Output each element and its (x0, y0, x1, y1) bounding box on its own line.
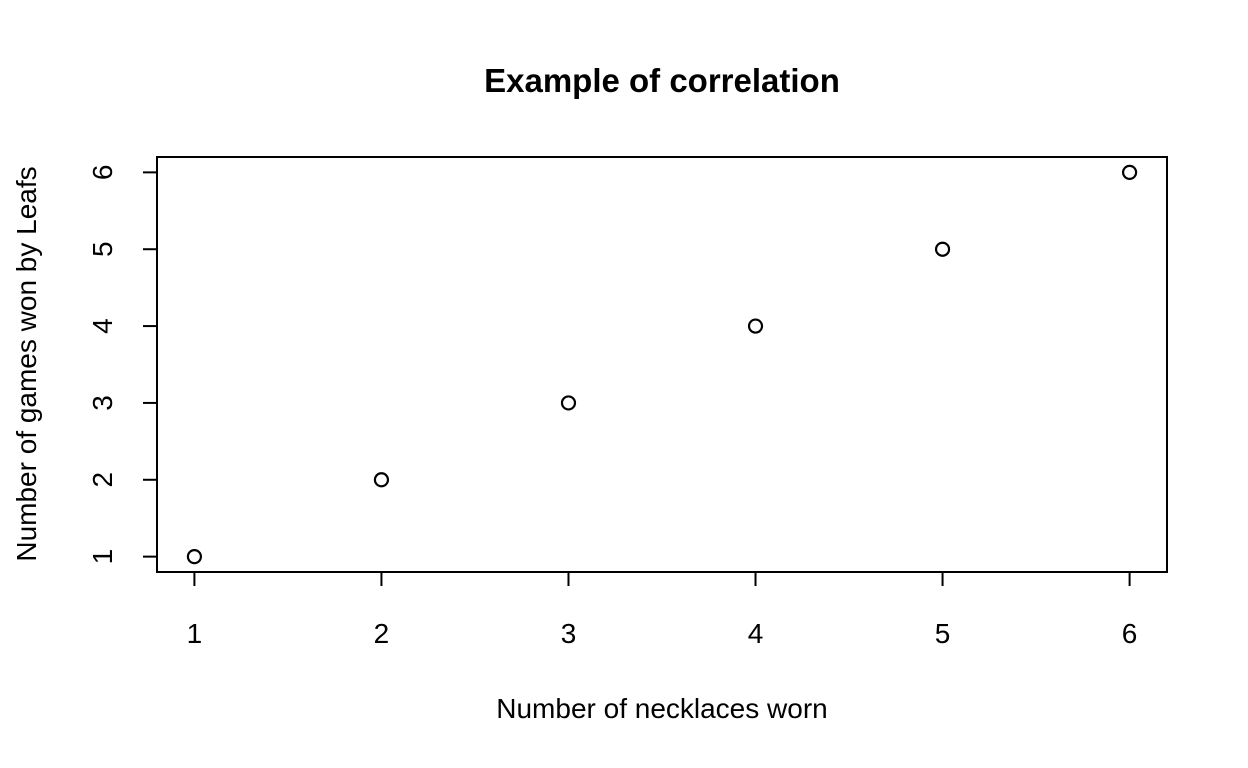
data-point (373, 472, 390, 488)
x-tick-label: 5 (935, 618, 951, 649)
x-axis: 1 2 3 4 5 6 (187, 571, 1138, 649)
x-tick-label: 6 (1122, 618, 1138, 649)
x-axis-title: Number of necklaces worn (496, 693, 827, 724)
y-tick-label: 4 (87, 318, 118, 334)
y-tick-label: 2 (87, 472, 118, 488)
data-point (747, 318, 764, 334)
x-tick-label: 1 (187, 618, 203, 649)
data-point (186, 549, 203, 565)
y-tick-label: 5 (87, 241, 118, 257)
x-tick-label: 2 (374, 618, 390, 649)
data-point (934, 241, 951, 257)
y-tick-label: 6 (87, 165, 118, 181)
x-tick-label: 3 (561, 618, 577, 649)
y-tick-label: 3 (87, 395, 118, 411)
y-tick-label: 1 (87, 549, 118, 565)
chart-title: Example of correlation (484, 62, 840, 99)
x-tick-label: 4 (748, 618, 764, 649)
plot-area-frame (156, 156, 1168, 573)
data-point (560, 395, 577, 411)
y-axis-title: Number of games won by Leafs (11, 166, 42, 561)
data-points (186, 164, 1138, 565)
data-point (1121, 164, 1138, 180)
y-axis: 1 2 3 4 5 6 (87, 165, 158, 565)
